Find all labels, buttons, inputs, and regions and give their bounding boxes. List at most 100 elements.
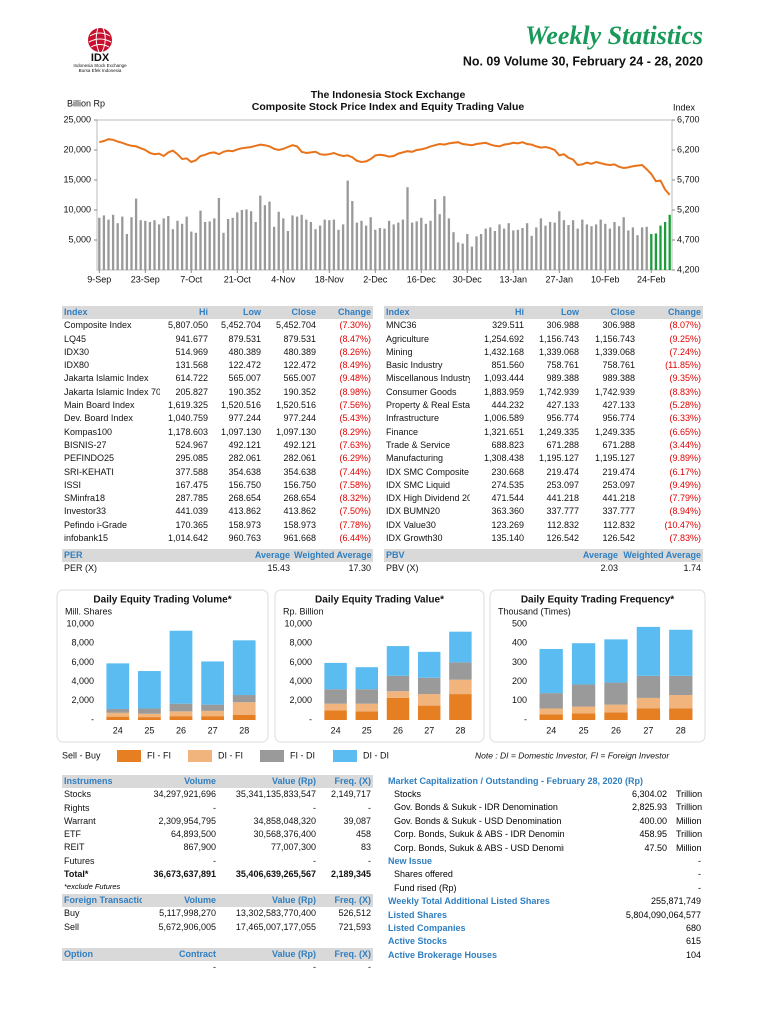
bar: [530, 235, 533, 270]
bar-segment: [386, 691, 410, 698]
bar-segment: [106, 663, 130, 709]
y-tick-label: 6,000: [71, 657, 94, 667]
table-cell: -: [313, 855, 316, 866]
bar-segment: [324, 689, 347, 704]
market-label: Shares offered: [394, 869, 453, 880]
bar-segment: [232, 640, 256, 696]
table-row: SMinfra18 287.785 268.654 268.654 (8.32%): [62, 492, 373, 505]
header-cell: Hi: [515, 307, 524, 317]
header-cell: Change: [337, 307, 371, 317]
header-cell: Average: [254, 550, 290, 560]
bar-segment: [355, 711, 379, 720]
table-row: IDX Value30 123.269 112.832 112.832 (10.47%): [384, 519, 703, 532]
table-cell: 122.472: [228, 360, 261, 371]
bar-segment: [669, 708, 693, 720]
bar: [636, 235, 639, 270]
table: Instrumens Volume Value (Rp) Freq. (X) Stock…: [62, 775, 373, 881]
table-row: Buy 5,117,998,270 13,302,583,770,400 526,51…: [62, 907, 373, 920]
bar: [475, 236, 478, 270]
bar-segment: [169, 716, 193, 720]
header-cell: Foreign Transaction: [64, 895, 142, 905]
bar: [535, 227, 538, 270]
table-row: Warrant 2,309,954,795 34,858,048,320 39,087: [62, 815, 373, 828]
bar-segment: [106, 716, 130, 720]
bar: [443, 196, 446, 270]
market-unit: Million: [676, 815, 702, 826]
table-cell: 413.862: [228, 506, 261, 517]
table-cell: (10.47%): [664, 519, 701, 530]
bar: [493, 231, 497, 270]
bar-segment: [539, 648, 563, 694]
header-cell: Average: [582, 550, 618, 560]
table-cell: 671.288: [546, 439, 579, 450]
table-cell: (9.25%): [669, 333, 701, 344]
table-row: Investor33 441.039 413.862 413.862 (7.50%): [62, 505, 373, 518]
legend-note: Note : DI = Domestic Investor, FI = Fore…: [475, 750, 670, 760]
table-cell: 879.531: [228, 333, 261, 344]
table-row: Basic Industry 851.560 758.761 758.761 (11.8…: [384, 359, 703, 372]
footnote: *exclude Futures: [64, 882, 121, 891]
bar: [438, 214, 441, 270]
header-cell: Contract: [178, 949, 216, 959]
bar-segment: [201, 710, 224, 717]
bar-segment: [106, 708, 130, 713]
bar-segment: [539, 693, 563, 709]
market-value: 680: [685, 923, 701, 933]
bar: [236, 212, 239, 270]
bar-segment: [417, 694, 441, 706]
bar: [249, 211, 253, 270]
x-tick-label: 26: [176, 725, 186, 735]
market-unit: Million: [676, 842, 702, 853]
y-tick-label: 4,000: [289, 676, 312, 686]
table-cell: -: [313, 802, 316, 813]
logo-caption: Indonesia Stock Exchange: [73, 63, 127, 68]
y-tick-label: 10,000: [284, 618, 312, 628]
x-tick-label: 26: [393, 725, 403, 735]
bar-segment: [201, 661, 224, 705]
bar: [300, 214, 303, 270]
table-cell: Warrant: [64, 815, 96, 826]
bar: [594, 224, 598, 270]
table-cell: 977.244: [283, 413, 316, 424]
bar: [663, 222, 667, 270]
table-cell: 219.474: [546, 466, 579, 477]
table-cell: 1,321.651: [483, 426, 524, 437]
bar-segment: [417, 705, 441, 720]
table-cell: 35,341,135,833,547: [235, 789, 316, 800]
header-cell: Hi: [199, 307, 208, 317]
bar: [332, 219, 336, 270]
table-row: Property & Real Estate 444.232 427.133 427.…: [384, 399, 703, 412]
table-cell: 492.121: [228, 439, 261, 450]
bar: [314, 229, 317, 270]
table-cell: 64,893,500: [170, 829, 216, 840]
bar: [171, 229, 175, 270]
bar: [548, 222, 552, 270]
y-axis-label: Rp. Billion: [283, 606, 324, 616]
table-cell: 167.475: [175, 479, 208, 490]
table-cell: Kompas100: [64, 426, 113, 437]
y-tick-label: 400: [512, 638, 527, 648]
table-cell: 480.389: [228, 346, 261, 357]
bar: [512, 230, 515, 270]
bar: [585, 224, 589, 270]
x-tick-label: 24: [113, 725, 123, 735]
table-cell: (5.43%): [339, 413, 371, 424]
table-cell: 1,040.759: [167, 413, 208, 424]
table-row: BISNIS-27 524.967 492.121 492.121 (7.63%): [62, 439, 373, 452]
table-cell: 441.218: [546, 493, 579, 504]
index-line: [99, 138, 671, 196]
table-cell: (9.48%): [339, 373, 371, 384]
table-cell: 39,087: [343, 815, 371, 826]
bar: [479, 234, 483, 270]
bar: [167, 216, 170, 270]
table-cell: 268.654: [228, 493, 261, 504]
table-cell: 34,858,048,320: [253, 815, 316, 826]
table-cell: 758.761: [546, 360, 579, 371]
table-cell: -: [213, 855, 216, 866]
table-cell: (8.47%): [339, 333, 371, 344]
bar: [525, 223, 529, 270]
table-cell: (6.65%): [669, 426, 701, 437]
table-cell: (7.50%): [339, 506, 371, 517]
table-cell: 956.774: [602, 413, 635, 424]
bar: [286, 231, 290, 270]
